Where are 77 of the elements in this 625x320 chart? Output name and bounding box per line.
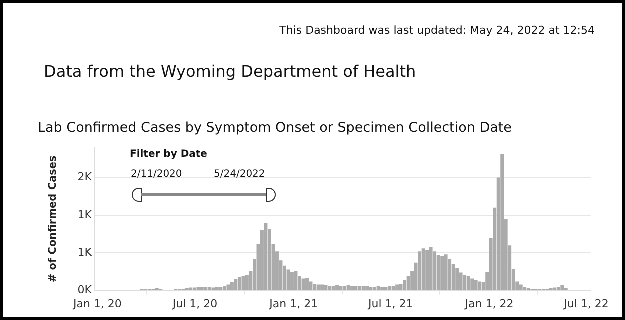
bar [403,280,407,290]
bar [346,286,350,290]
chart-subtitle: Data from the Wyoming Department of Health [44,62,416,81]
bar [376,286,380,290]
bar [366,286,370,290]
bar [242,276,246,290]
bar [440,256,444,290]
bar [426,250,430,290]
bar [192,288,196,290]
bar [362,286,366,290]
bar [226,284,230,290]
bar [245,274,249,290]
bar [373,287,377,290]
bar [556,287,560,290]
bar [189,288,193,290]
bar [523,287,527,290]
annotation: 5/24/2022 [214,169,266,180]
bar [519,284,523,290]
bar [466,276,470,290]
y-axis-title: # of Confirmed Cases [47,156,60,283]
bar [324,286,328,290]
bar [219,287,223,290]
bar [436,255,440,290]
y-tick-label: 0K [78,284,93,297]
annotation: Filter by Date [130,149,208,160]
y-tick-label: 2K [78,170,93,184]
bar [320,284,324,290]
bar [238,277,242,290]
bar [399,284,403,290]
bar [384,287,388,290]
bar [500,154,504,290]
bar [456,268,460,290]
x-tick-label: Jan 1, 22 [464,297,514,310]
bar [418,252,422,290]
x-tick-label: Jul 1, 21 [367,297,414,310]
bar [429,247,433,290]
bar [302,278,306,290]
x-tick-label: Jan 1, 20 [72,297,122,310]
bar [306,278,309,290]
bar [388,286,392,290]
bar [463,274,467,290]
bar [230,282,234,290]
bar [380,287,384,290]
bar [474,280,478,290]
bar [328,286,332,290]
bar [290,272,294,290]
bar [196,287,200,290]
bar [396,284,400,290]
bar [336,286,339,290]
bar [200,287,204,290]
bar [444,254,448,290]
text: This Dashboard was last updated: May 24, 2022 at 12:54 [280,24,595,37]
bar [350,286,354,290]
x-tick-label: Jul 1, 22 [563,297,609,310]
bar [234,279,238,290]
bar [358,286,362,290]
bar [354,286,358,290]
bar [422,248,426,290]
bar [208,287,212,290]
bar [204,287,208,290]
bar [553,288,557,290]
bar [212,288,216,290]
bar [215,287,219,290]
x-tick-label: Jul 1, 20 [172,297,218,310]
bar [478,282,482,290]
annotation: 2/11/2020 [131,169,182,180]
y-tick-label: 1K [78,208,93,222]
chart-title: Lab Confirmed Cases by Symptom Onset or Specimen Collection Date [38,120,512,136]
bar [392,286,396,290]
bar [369,287,373,290]
bar [222,286,226,290]
bar [560,286,564,290]
bar [313,284,316,290]
y-tick-label: 1K [78,246,93,259]
bar [470,278,474,290]
bar [343,286,346,290]
x-tick-label: Jan 1, 21 [268,297,318,310]
